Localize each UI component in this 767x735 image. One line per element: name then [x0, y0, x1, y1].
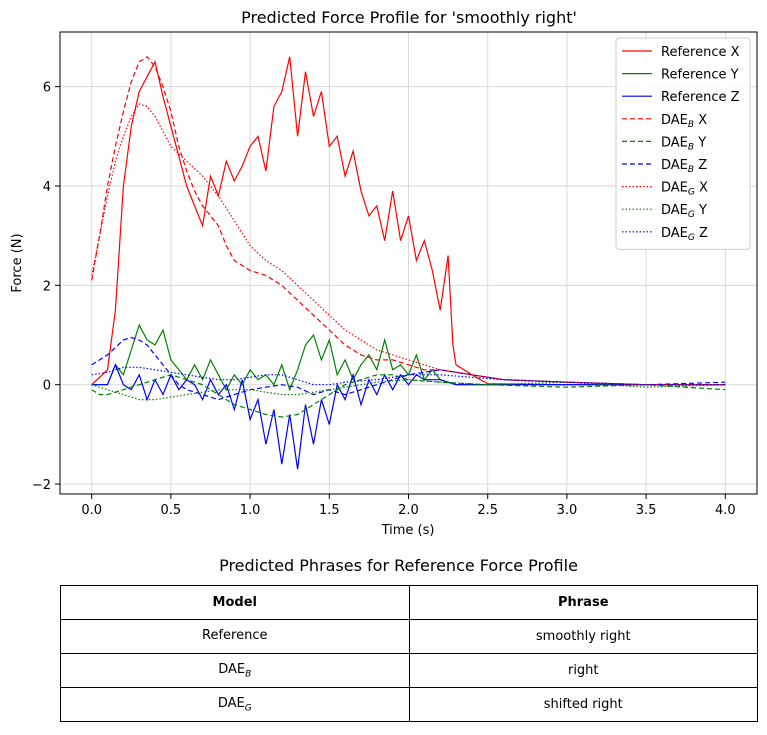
y-axis-label: Force (N)	[10, 233, 25, 292]
table-row: DAEB right	[60, 653, 758, 688]
row-model: DAEG	[60, 687, 410, 722]
x-tick-label: 3.5	[636, 503, 657, 518]
series-line-reference-x	[91, 56, 726, 386]
x-axis-label: Time (s)	[381, 523, 435, 538]
legend-label: DAEB Z	[661, 158, 707, 175]
series-line-dae-g-y	[91, 379, 726, 401]
legend-label: Reference Y	[661, 68, 739, 83]
row-phrase: shifted right	[408, 687, 758, 722]
series-line-dae-g-z	[91, 366, 726, 386]
chart-legend: Reference X Reference Y Reference Z DAEB X D…	[615, 37, 751, 250]
x-tick-label: 0.0	[81, 503, 102, 518]
x-tick-label: 1.0	[240, 503, 261, 518]
row-phrase: smoothly right	[408, 619, 758, 654]
chart-title: Predicted Force Profile for 'smoothly ri…	[241, 8, 577, 27]
y-tick-label: 4	[43, 180, 51, 195]
table-row: DAEG shifted right	[60, 687, 758, 722]
force-profile-chart: 0.0 0.5 1.0 1.5 2.0 2.5 3.0 3.5 4.0 −2 0 2 4 6 Predic…	[10, 8, 758, 538]
series-line-reference-y	[91, 323, 726, 392]
phrases-table: Model Phrase Reference smoothly right DA…	[60, 585, 758, 722]
table-title: Predicted Phrases for Reference Force Pr…	[219, 556, 578, 575]
legend-label: DAEG Y	[661, 203, 707, 220]
x-tick-label: 4.0	[715, 503, 736, 518]
legend-label: Reference X	[661, 45, 740, 60]
legend-box	[615, 37, 751, 250]
legend-label: DAEG X	[661, 181, 708, 198]
table-row: Reference smoothly right	[60, 619, 758, 654]
legend-label: Reference Z	[661, 90, 740, 105]
header-phrase: Phrase	[408, 585, 758, 620]
table-header-row: Model Phrase	[60, 585, 758, 620]
row-model: DAEB	[60, 653, 410, 688]
series-line-dae-b-x	[91, 56, 726, 386]
legend-label: DAEG Z	[661, 226, 708, 243]
series-line-dae-b-y	[91, 374, 726, 418]
legend-label: DAEB Y	[661, 135, 706, 152]
y-tick-label: 6	[43, 81, 51, 96]
y-tick-label: 2	[43, 279, 51, 294]
header-model: Model	[60, 585, 410, 620]
x-tick-label: 2.0	[398, 503, 419, 518]
x-tick-label: 0.5	[161, 503, 182, 518]
legend-label: DAEB X	[661, 113, 707, 130]
chart-series	[91, 56, 726, 470]
row-phrase: right	[408, 653, 758, 688]
row-model: Reference	[60, 619, 410, 654]
x-tick-label: 3.0	[557, 503, 578, 518]
series-line-reference-z	[91, 363, 726, 470]
series-line-dae-g-x	[91, 103, 726, 386]
y-tick-label: 0	[43, 379, 51, 394]
y-tick-label: −2	[32, 478, 51, 493]
chart-ticks: 0.0 0.5 1.0 1.5 2.0 2.5 3.0 3.5 4.0 −2 0 2 4 6	[32, 81, 736, 518]
x-tick-label: 2.5	[477, 503, 498, 518]
x-tick-label: 1.5	[319, 503, 340, 518]
